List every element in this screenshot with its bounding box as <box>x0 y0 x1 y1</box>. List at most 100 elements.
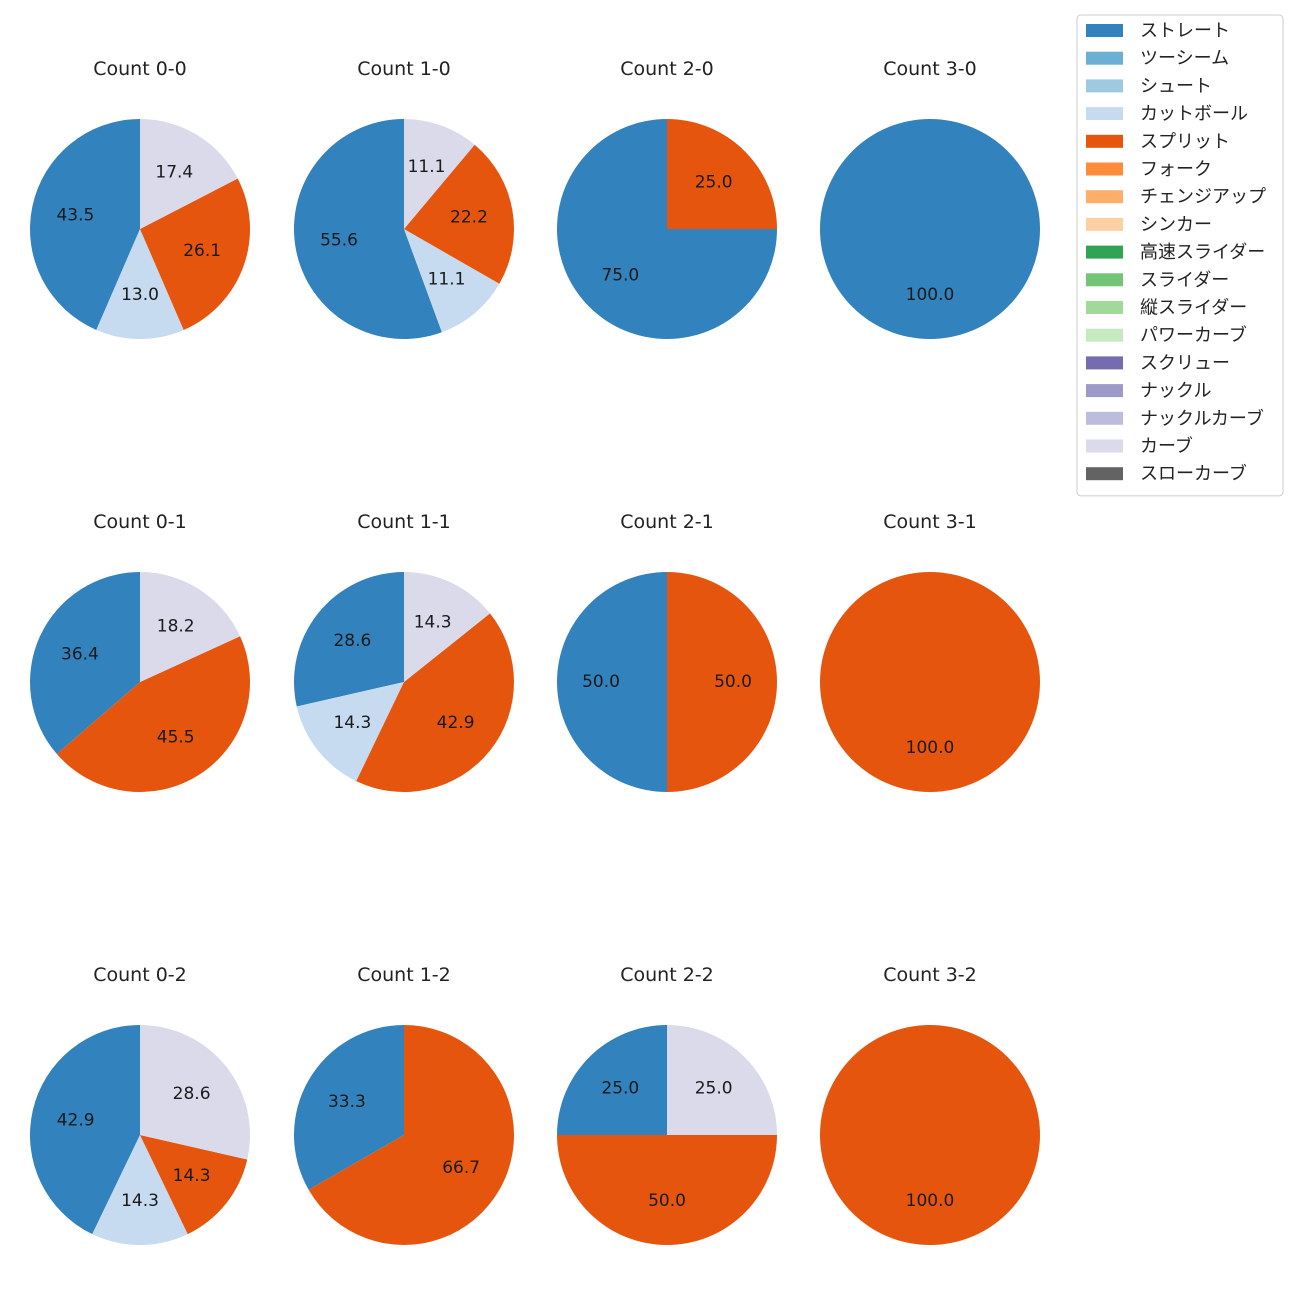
legend-swatch <box>1086 79 1123 93</box>
pie-slice <box>557 1025 667 1135</box>
slice-label: 14.3 <box>121 1191 159 1211</box>
slice-label: 11.1 <box>428 269 466 289</box>
legend-label: シュート <box>1140 76 1212 97</box>
legend-swatch <box>1086 162 1123 176</box>
pie-title: Count 0-2 <box>93 964 187 986</box>
pie-title: Count 3-1 <box>883 511 977 533</box>
slice-label: 45.5 <box>157 728 195 748</box>
pie-slice <box>29 1025 140 1235</box>
pie-panel: Count 3-2 100.0 <box>820 964 1040 1245</box>
legend-item: スクリュー <box>1086 353 1230 374</box>
slice-label: 42.9 <box>57 1110 95 1130</box>
legend-item: カットボール <box>1086 104 1248 125</box>
pie-title: Count 3-2 <box>883 964 977 986</box>
legend-label: カーブ <box>1140 435 1193 457</box>
legend-item: 縦スライダー <box>1086 298 1247 319</box>
pie-slice <box>404 144 515 284</box>
pie-slice <box>92 1135 188 1246</box>
legend-item: シンカー <box>1086 214 1212 235</box>
legend-box <box>1076 14 1284 497</box>
legend-item: スローカーブ <box>1086 463 1247 485</box>
legend-label: スローカーブ <box>1140 463 1247 485</box>
pie-slice <box>30 119 140 330</box>
legend-item: チェンジアップ <box>1086 187 1266 208</box>
pie-panels: Count 0-0 43.5 13.0 26.1 17.4 Count 1-0 55.6 11… <box>29 58 1040 1246</box>
slice-label: 14.3 <box>414 613 452 633</box>
pie-slice <box>56 636 250 792</box>
slice-label: 36.4 <box>61 645 99 665</box>
legend-swatch <box>1086 273 1123 287</box>
pie-panel: Count 1-1 28.6 14.3 42.9 14.3 <box>294 511 514 793</box>
slice-label: 13.0 <box>121 285 159 305</box>
slice-label: 33.3 <box>328 1092 366 1112</box>
legend-item: ナックルカーブ <box>1086 407 1264 429</box>
legend-label: ナックル <box>1140 381 1211 402</box>
pie-slice <box>140 1025 250 1160</box>
legend-label: フォーク <box>1140 159 1212 180</box>
legend-swatch <box>1086 245 1123 259</box>
legend-swatch <box>1086 467 1123 481</box>
legend-swatch <box>1086 51 1123 65</box>
slice-label: 28.6 <box>173 1084 211 1104</box>
pie-title: Count 0-1 <box>93 511 187 533</box>
pie-slice <box>293 1025 404 1190</box>
legend-label: スライダー <box>1140 270 1229 291</box>
slice-label: 100.0 <box>906 738 955 758</box>
pie-slice <box>667 119 777 229</box>
slice-label: 50.0 <box>714 672 752 692</box>
legend-label: スクリュー <box>1140 353 1230 374</box>
pie-panel: Count 2-0 75.0 25.0 <box>557 58 777 339</box>
legend-item: ストレート <box>1086 21 1230 42</box>
legend-swatch <box>1086 301 1123 314</box>
pie-slice <box>667 572 777 792</box>
pie-slice <box>96 229 184 339</box>
legend-swatch <box>1086 24 1123 37</box>
legend-swatch <box>1086 134 1123 148</box>
legend-swatch <box>1086 439 1123 453</box>
slice-label: 50.0 <box>648 1191 686 1211</box>
legend-label: 高速スライダー <box>1140 242 1265 263</box>
legend-swatch <box>1086 328 1123 342</box>
pie-slice <box>820 119 1040 339</box>
pie-panel: Count 3-1 100.0 <box>820 511 1040 792</box>
slice-label: 18.2 <box>157 616 195 636</box>
slice-label: 55.6 <box>320 231 358 251</box>
pie-panel: Count 1-2 33.3 66.7 <box>293 964 514 1245</box>
slice-label: 100.0 <box>906 285 955 305</box>
pie-panel: Count 3-0 100.0 <box>820 58 1040 339</box>
pie-panel: Count 2-1 50.0 50.0 <box>557 511 777 792</box>
legend-swatch <box>1086 217 1123 231</box>
pie-title: Count 3-0 <box>883 58 977 80</box>
legend-item: パワーカーブ <box>1086 324 1247 346</box>
legend-item: 高速スライダー <box>1086 242 1265 263</box>
pie-panel: Count 0-1 36.4 45.5 18.2 <box>30 511 250 792</box>
legend-swatch <box>1086 356 1123 370</box>
pie-slice <box>308 1025 514 1245</box>
pie-panel: Count 1-0 55.6 11.1 22.2 11.1 <box>293 58 515 339</box>
slice-label: 25.0 <box>695 172 733 192</box>
slice-label: 28.6 <box>333 631 371 651</box>
legend-label: ツーシーム <box>1140 48 1229 69</box>
pie-panel: Count 0-2 42.9 14.3 14.3 28.6 <box>29 964 250 1246</box>
pie-title: Count 0-0 <box>93 58 187 80</box>
pie-slice <box>140 571 241 682</box>
legend-label: 縦スライダー <box>1140 298 1247 319</box>
legend-item: シュート <box>1086 76 1212 97</box>
legend-label: ナックルカーブ <box>1140 407 1264 429</box>
pie-slice <box>404 229 500 333</box>
pie-title: Count 2-1 <box>620 511 714 533</box>
pie-slice <box>404 572 490 682</box>
legend-label: ストレート <box>1140 21 1230 42</box>
slice-label: 22.2 <box>450 207 488 227</box>
slice-label: 25.0 <box>695 1078 733 1098</box>
legend-item: ナックル <box>1086 381 1211 402</box>
legend-label: チェンジアップ <box>1140 187 1266 208</box>
pie-title: Count 2-0 <box>620 58 714 80</box>
legend-item: カーブ <box>1086 435 1193 457</box>
pie-title: Count 1-0 <box>357 58 451 80</box>
legend: ストレートツーシームシュートカットボールスプリットフォークチェンジアップシンカー… <box>1076 14 1284 497</box>
pie-title: Count 2-2 <box>620 964 714 986</box>
legend-item: フォーク <box>1086 159 1212 180</box>
legend-swatch <box>1086 107 1123 121</box>
legend-item: ツーシーム <box>1086 48 1229 69</box>
